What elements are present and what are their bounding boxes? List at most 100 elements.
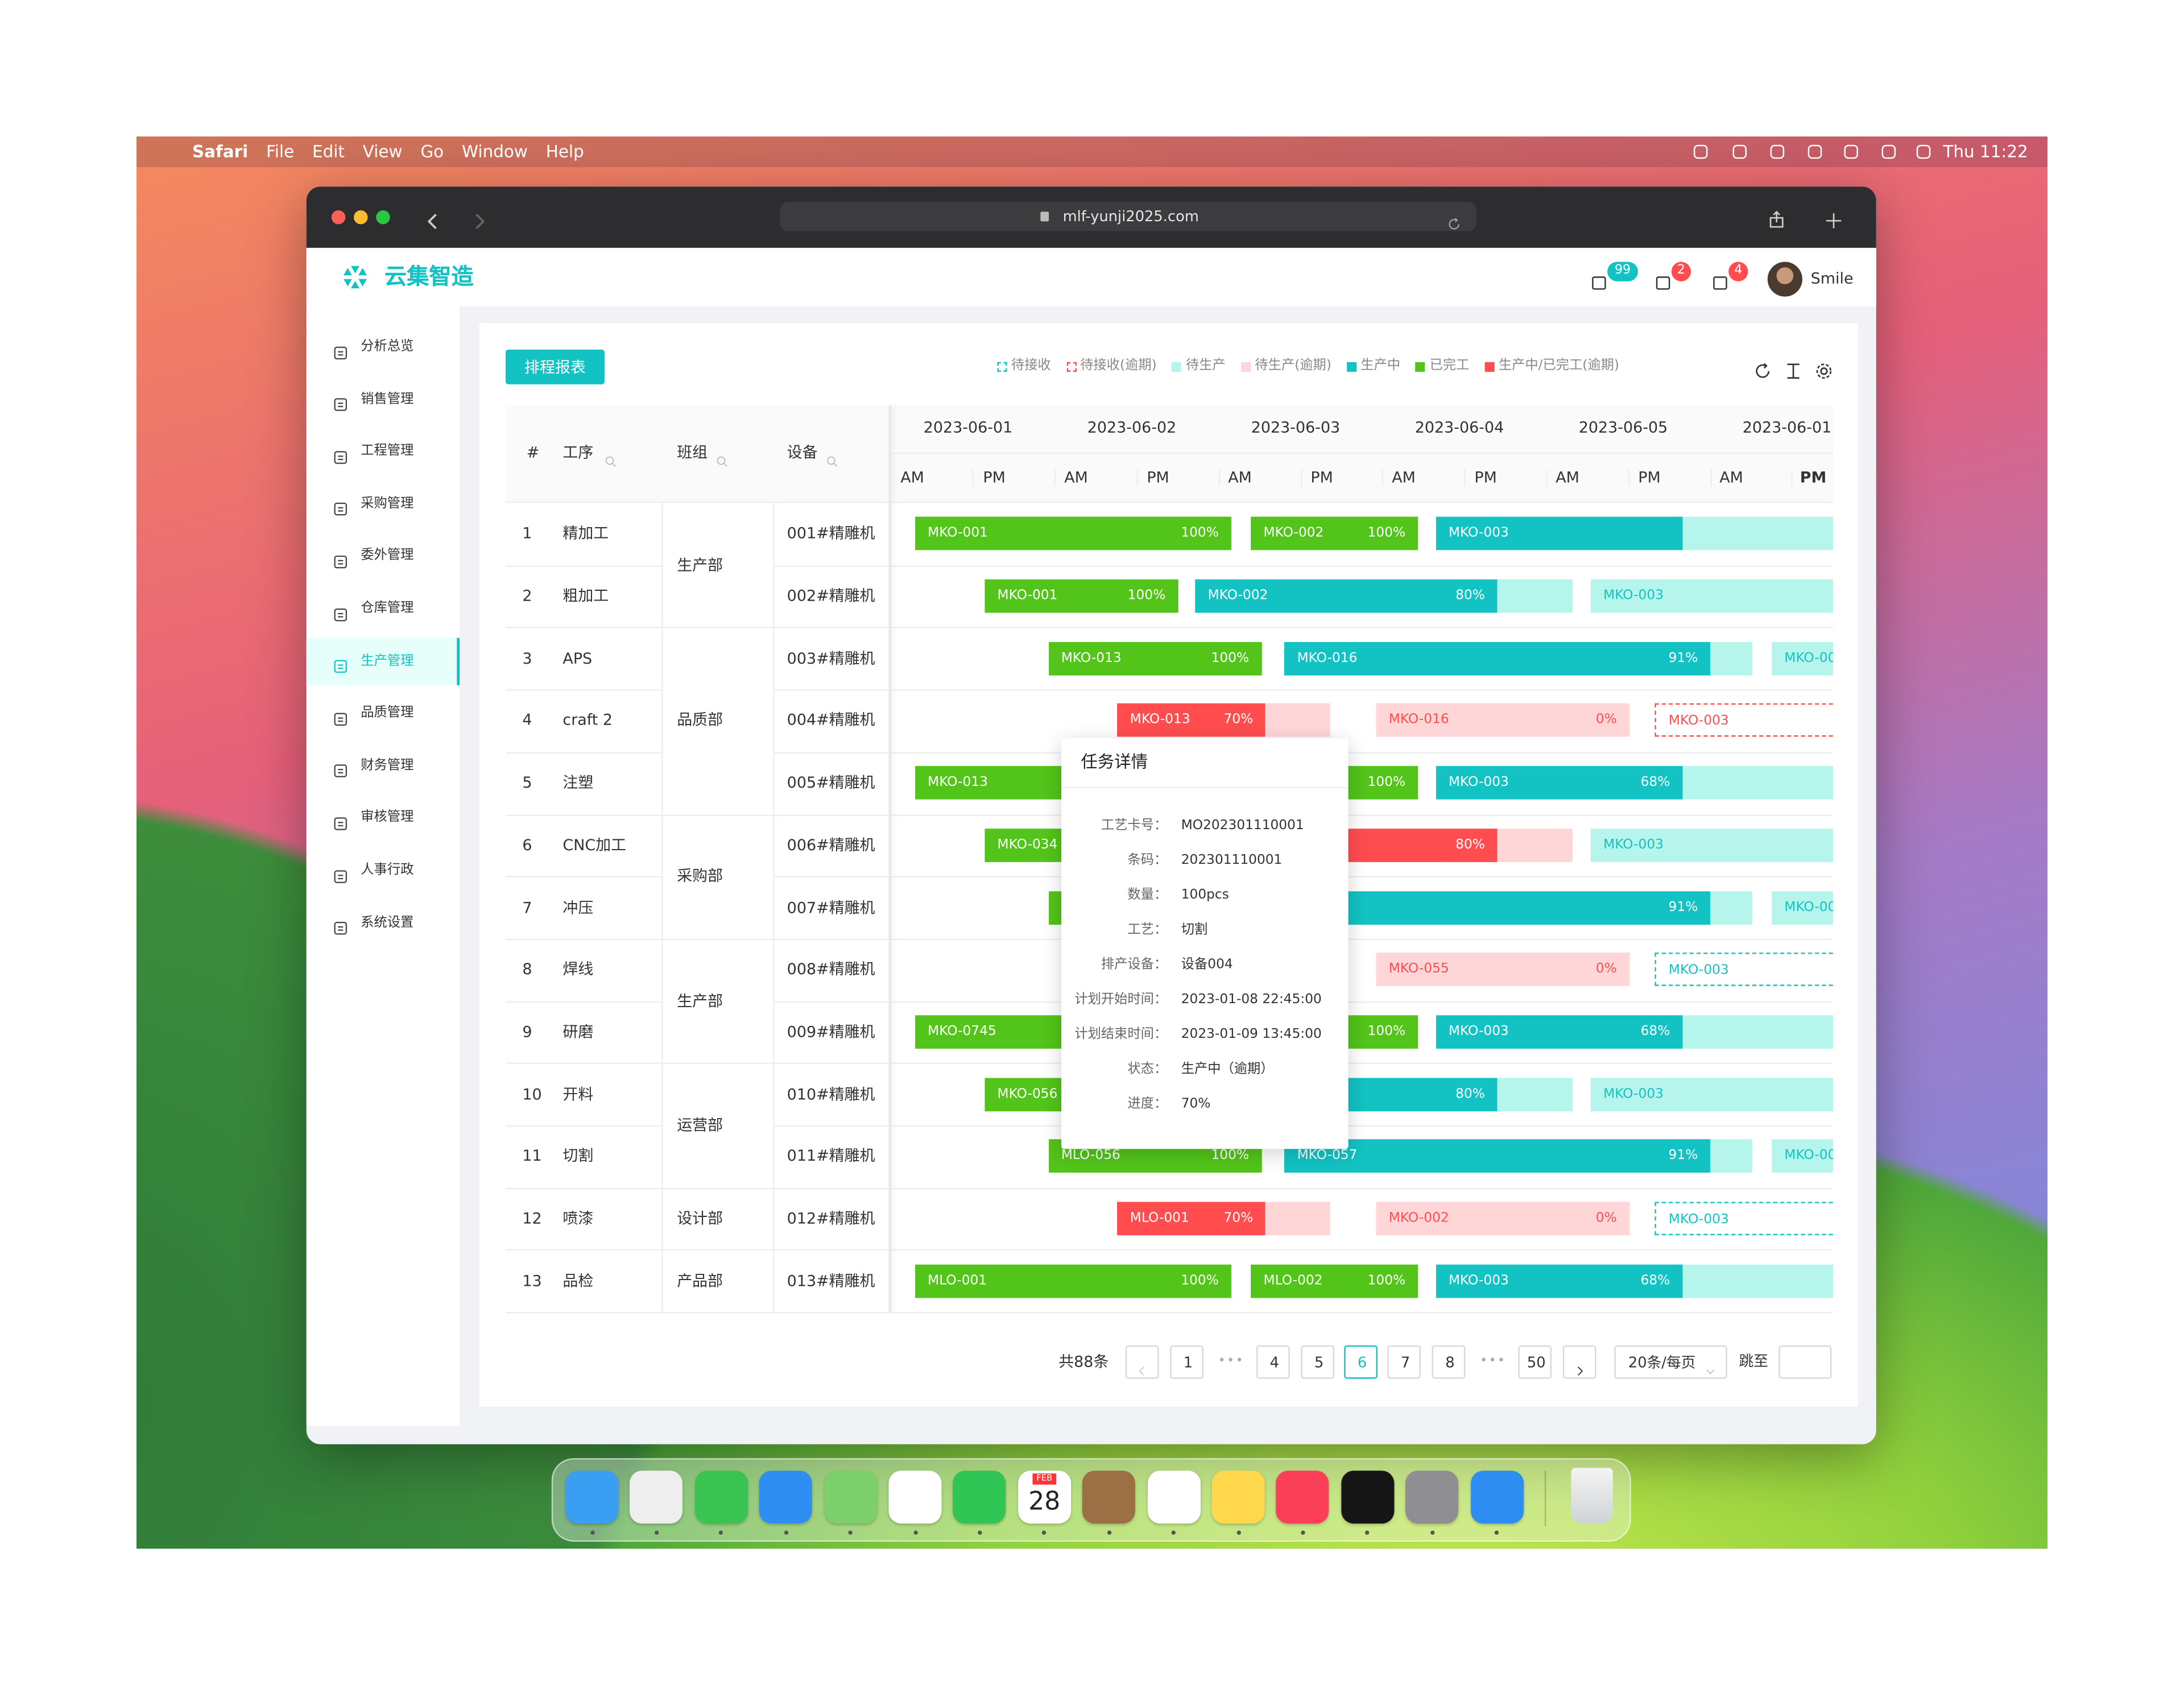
gantt-bar[interactable]: MKO-003 68% [1436, 1015, 1833, 1049]
gantt-bar[interactable]: MKO-003 [1436, 517, 1833, 551]
dock-icon[interactable] [1341, 1471, 1394, 1524]
menu-item[interactable]: 工程管理 [361, 443, 414, 459]
page-button[interactable]: 4 [1256, 1345, 1290, 1379]
gantt-bar[interactable]: MKO-055 0% [1376, 953, 1629, 987]
legend-item[interactable]: 待接收(逾期) [1066, 359, 1157, 372]
menu-item[interactable]: File [266, 142, 295, 162]
gantt-bar[interactable]: MKO-002 80% [1195, 579, 1573, 613]
dock-icon[interactable] [1405, 1471, 1459, 1524]
window-control[interactable] [376, 210, 390, 225]
dock-icon[interactable]: FEB 28 [1017, 1471, 1071, 1524]
gantt-bar[interactable]: 91% [1284, 891, 1752, 925]
window-control[interactable] [354, 210, 368, 225]
gantt-bar[interactable]: MKO-002 0% [1376, 1202, 1629, 1236]
menu-item[interactable]: Window [461, 142, 528, 162]
bar-percent: 100% [1211, 650, 1250, 666]
legend-item[interactable]: 待生产 [1172, 359, 1226, 372]
gantt-bar[interactable]: MKO-001 100% [985, 579, 1178, 613]
gantt-bar[interactable]: MKO-016 91% [1284, 641, 1752, 676]
page-button[interactable]: 8 [1432, 1345, 1466, 1379]
legend-item[interactable]: 已完工 [1416, 359, 1469, 372]
gantt-bar[interactable]: MKO-003 [1654, 953, 1833, 987]
row-line [505, 627, 1833, 629]
page-button[interactable]: 50 [1518, 1345, 1552, 1379]
gantt-bar[interactable]: MKO-003 [1654, 703, 1833, 738]
gantt-bar[interactable]: MLO-001 70% [1117, 1202, 1331, 1236]
gantt-bar[interactable]: MKO-003 [1654, 1202, 1833, 1236]
bar-label: MLO-002 [1263, 1273, 1323, 1289]
page-button[interactable]: 7 [1387, 1345, 1421, 1379]
gantt-bar[interactable]: MKO-003 68% [1436, 766, 1833, 800]
badge[interactable]: 4 [1728, 262, 1748, 281]
dock-icon[interactable] [1147, 1471, 1201, 1524]
menu-item[interactable]: 仓库管理 [361, 601, 414, 616]
page-size-select[interactable]: 20条/每页 [1614, 1345, 1727, 1379]
menu-item[interactable]: 分析总览 [361, 338, 414, 354]
dock-icon[interactable] [1470, 1471, 1524, 1524]
dock-icon[interactable] [1276, 1471, 1330, 1524]
legend-item[interactable]: 生产中 [1346, 359, 1400, 372]
bar-label: MKO-034 [997, 837, 1058, 853]
menu-item[interactable]: 销售管理 [361, 391, 414, 407]
dock-icon[interactable] [565, 1471, 619, 1524]
half-tick [1710, 469, 1711, 486]
gantt-bar[interactable]: MLO-002 100% [1251, 1264, 1418, 1298]
menu-item[interactable]: 财务管理 [361, 757, 414, 773]
gantt-bar[interactable]: MKO-013 100% [1048, 641, 1262, 676]
field-label: 工艺卡号： [1101, 818, 1168, 834]
row-line [505, 1187, 1833, 1189]
gantt-bar[interactable]: MKO-003 [1772, 1140, 1833, 1173]
gantt-bar[interactable]: MKO-003 [1591, 828, 1833, 862]
bar-label: MKO-003 [1603, 837, 1664, 853]
gantt-bar[interactable]: MKO-057 91% [1284, 1140, 1752, 1173]
menu-item[interactable]: Go [420, 142, 444, 162]
gantt-bar[interactable]: MKO-001 100% [915, 517, 1231, 551]
legend-item[interactable]: 待生产(逾期) [1240, 359, 1331, 372]
menu-item[interactable]: 审核管理 [361, 810, 414, 826]
menu-item[interactable]: 委外管理 [361, 548, 414, 564]
legend-label: 待接收(逾期) [1080, 358, 1157, 374]
badge[interactable]: 2 [1671, 262, 1691, 281]
window-control[interactable] [331, 210, 346, 225]
trash-icon[interactable] [1571, 1468, 1613, 1524]
menu-item[interactable]: 品质管理 [361, 705, 414, 721]
dock-icon[interactable] [759, 1471, 813, 1524]
total-count: 共88条 [1058, 1353, 1109, 1372]
gantt-bar[interactable]: MKO-003 [1772, 641, 1833, 676]
gantt-bar[interactable]: MKO-003 [1772, 891, 1833, 925]
dock-icon[interactable] [1082, 1471, 1136, 1524]
dock-icon[interactable] [630, 1471, 683, 1524]
legend-item[interactable]: 待接收 [997, 359, 1051, 372]
url-field[interactable] [780, 202, 1476, 231]
gantt-bar[interactable]: MKO-002 100% [1251, 517, 1418, 551]
equipment: 005#精雕机 [787, 773, 875, 792]
dock-icon[interactable] [953, 1471, 1007, 1524]
menu-item[interactable]: 系统设置 [361, 914, 414, 930]
page-button[interactable]: 1 [1170, 1345, 1203, 1379]
dock-icon[interactable] [888, 1471, 942, 1524]
menu-item[interactable]: 采购管理 [361, 495, 414, 511]
dock-icon[interactable] [824, 1471, 877, 1524]
group-name: 生产部 [677, 556, 723, 574]
menu-item[interactable]: Edit [312, 142, 345, 162]
menu-item[interactable]: View [362, 142, 403, 162]
menu-icon [332, 549, 348, 569]
page-button[interactable]: 5 [1301, 1345, 1335, 1379]
gantt-bar[interactable]: MKO-003 [1591, 579, 1833, 613]
legend-item[interactable]: 生产中/已完工(逾期) [1484, 359, 1619, 372]
gantt-bar[interactable]: MKO-003 [1591, 1077, 1833, 1111]
gantt-bar[interactable]: MKO-016 0% [1376, 703, 1629, 738]
page-button[interactable]: 6 [1344, 1345, 1378, 1379]
badge[interactable]: 99 [1607, 262, 1639, 281]
gantt-bar[interactable]: MKO-003 68% [1436, 1264, 1833, 1298]
gantt-bar[interactable]: MLO-001 100% [915, 1264, 1231, 1298]
avatar[interactable] [1767, 262, 1802, 297]
menu-item[interactable]: 人事行政 [361, 862, 414, 878]
dock-icon[interactable] [694, 1471, 748, 1524]
menu-item[interactable]: Help [545, 142, 584, 162]
gantt-bar[interactable]: MKO-013 70% [1117, 703, 1331, 738]
report-button[interactable]: 排程报表 [505, 349, 605, 384]
jump-input[interactable] [1778, 1345, 1832, 1379]
dock-icon[interactable] [1211, 1471, 1265, 1524]
menu-item[interactable]: 生产管理 [361, 653, 414, 669]
